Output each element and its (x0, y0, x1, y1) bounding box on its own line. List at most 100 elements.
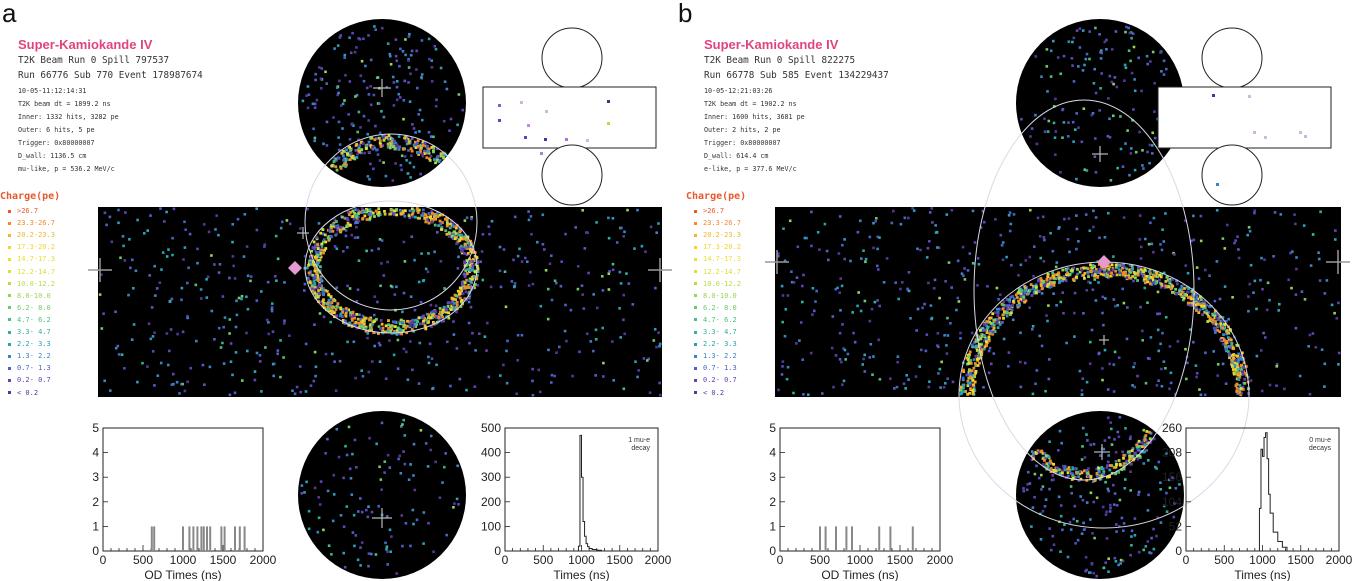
pmt-hit (987, 349, 991, 353)
ring-hit (1165, 275, 1169, 279)
pmt-hit (1057, 495, 1061, 499)
pmt-hit (1159, 243, 1162, 246)
bottom-endcap (1016, 411, 1184, 579)
pmt-hit (1112, 114, 1115, 118)
ring-hit (427, 221, 431, 225)
pmt-hit (362, 37, 365, 41)
ring-hit (974, 362, 977, 365)
pmt-hit (1040, 292, 1044, 295)
pmt-hit (430, 59, 433, 62)
ring-hit (452, 306, 456, 310)
ring-hit (466, 241, 470, 245)
ring-hit (360, 211, 364, 214)
pmt-hit (183, 220, 186, 224)
ring-hit (1244, 365, 1248, 368)
x-tick-label: 2000 (1326, 553, 1353, 567)
ring-hit (309, 270, 313, 274)
pmt-hit (379, 478, 383, 481)
ring-hit (1049, 459, 1052, 463)
ring-hit (1065, 268, 1068, 272)
pmt-hit (1146, 509, 1150, 512)
pmt-hit (1106, 460, 1110, 464)
pmt-hit (602, 361, 605, 365)
pmt-hit (347, 113, 350, 116)
ring-hit (454, 298, 457, 302)
ring-hit (460, 244, 463, 248)
ring-hit (1202, 302, 1206, 305)
ring-hit (416, 216, 420, 220)
ring-hit (1225, 349, 1228, 353)
pmt-hit (455, 497, 459, 501)
charge-color-swatch (8, 378, 11, 382)
ring-hit (363, 209, 367, 213)
ring-hit (1175, 279, 1178, 283)
pmt-hit (355, 93, 359, 97)
pmt-hit (167, 363, 170, 367)
pmt-hit (897, 297, 900, 301)
pmt-hit (1095, 574, 1098, 578)
pmt-hit (331, 352, 334, 356)
ring-hit (1039, 284, 1043, 287)
ring-hit (1230, 342, 1234, 345)
pmt-hit (103, 211, 107, 215)
pmt-hit (400, 154, 404, 158)
od-hit (498, 119, 501, 122)
charge-legend-row: 8.0-10.0 (694, 292, 737, 300)
pmt-hit (397, 457, 400, 461)
pmt-hit (1121, 165, 1125, 168)
pmt-hit (1093, 278, 1096, 281)
ring-hit (420, 146, 423, 150)
pmt-hit (802, 393, 805, 396)
pmt-hit (982, 386, 985, 389)
pmt-hit (1137, 490, 1141, 494)
pmt-hit (234, 351, 238, 354)
ring-hit (968, 391, 971, 395)
pmt-hit (1130, 535, 1133, 538)
pmt-hit (352, 513, 356, 517)
ring-hit (434, 310, 438, 314)
ring-hit (1089, 269, 1092, 273)
top-endcap (298, 19, 466, 187)
od-time-bar (150, 526, 153, 551)
pmt-hit (453, 502, 456, 505)
pmt-hit (543, 248, 546, 251)
pmt-hit (1146, 150, 1149, 154)
pmt-hit (1089, 340, 1092, 344)
pmt-hit (368, 218, 371, 222)
ring-hit (318, 252, 322, 256)
ring-hit (400, 330, 404, 333)
ring-hit (1096, 474, 1099, 478)
pmt-hit (928, 211, 932, 214)
pmt-hit (863, 370, 867, 373)
pmt-hit (487, 375, 491, 379)
ring-hit (1132, 271, 1136, 274)
ring-hit (469, 250, 473, 253)
ring-hit (1235, 377, 1239, 381)
pmt-hit (403, 260, 407, 263)
ring-hit (320, 279, 323, 283)
pmt-hit (1049, 49, 1053, 53)
ring-hit (321, 288, 325, 292)
y-tick-label: 0 (769, 544, 776, 558)
pmt-hit (856, 230, 860, 234)
ring-hit (344, 319, 347, 323)
pmt-hit (1075, 177, 1078, 181)
pmt-hit (1082, 521, 1085, 525)
ring-hit (441, 320, 444, 323)
pmt-hit (657, 222, 660, 225)
ring-hit (321, 299, 325, 303)
ring-hit (424, 327, 428, 331)
pmt-hit (652, 339, 656, 342)
pmt-hit (844, 358, 847, 361)
ring-hit (330, 309, 334, 313)
pmt-hit (934, 224, 937, 227)
pmt-hit (357, 259, 361, 262)
charge-legend-row: 17.3-20.2 (694, 243, 741, 251)
pmt-hit (928, 380, 931, 383)
pmt-hit (335, 247, 339, 250)
pmt-hit (313, 106, 317, 109)
pmt-hit (222, 325, 225, 329)
charge-color-swatch (8, 209, 11, 213)
pmt-hit (836, 286, 839, 290)
